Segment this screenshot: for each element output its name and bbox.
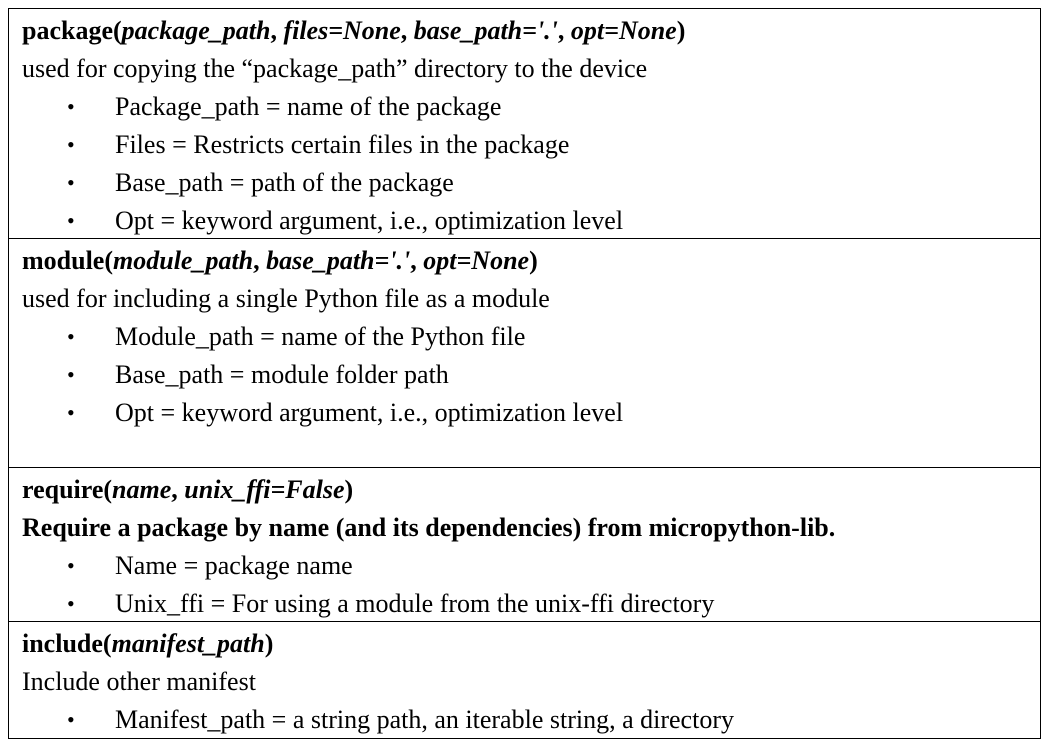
list-item: • Opt = keyword argument, i.e., optimizat…	[22, 394, 1040, 432]
function-signature: require(name, unix_ffi=False)	[22, 471, 1040, 509]
list-item: • Module_path = name of the Python file	[22, 318, 1040, 356]
signature-open-paren: (	[103, 475, 113, 504]
signature-close-paren: )	[676, 16, 686, 45]
function-description: Require a package by name (and its depen…	[22, 513, 836, 542]
signature-close-paren: )	[264, 629, 274, 658]
signature-separator: ,	[557, 16, 571, 45]
bullet-icon: •	[67, 170, 75, 195]
signature-arg: manifest_path	[111, 629, 265, 658]
function-name: package	[22, 16, 113, 45]
parameter-list: • Module_path = name of the Python file •…	[22, 318, 1040, 432]
list-item: • Manifest_path = a string path, an itera…	[22, 701, 1040, 739]
function-name: module	[22, 246, 105, 275]
list-item: • Files = Restricts certain files in the …	[22, 126, 1040, 164]
list-item: • Base_path = module folder path	[22, 356, 1040, 394]
function-signature: include(manifest_path)	[22, 625, 1040, 663]
parameter-text: Opt = keyword argument, i.e., optimizati…	[115, 398, 624, 427]
parameter-text: Package_path = name of the package	[115, 92, 502, 121]
bullet-icon: •	[67, 94, 75, 119]
table-row-require: require(name, unix_ffi=False) Require a …	[9, 468, 1040, 622]
signature-separator: ,	[253, 246, 267, 275]
list-item: • Unix_ffi = For using a module from the …	[22, 585, 1040, 623]
signature-separator: ,	[270, 16, 284, 45]
function-signature: module(module_path, base_path='.', opt=N…	[22, 242, 1040, 280]
signature-arg: opt=None	[570, 16, 677, 45]
signature-open-paren: (	[104, 246, 114, 275]
table-row-module: module(module_path, base_path='.', opt=N…	[9, 239, 1040, 468]
signature-separator: ,	[400, 16, 414, 45]
parameter-list: • Name = package name • Unix_ffi = For usi…	[22, 547, 1040, 623]
parameter-text: Base_path = module folder path	[115, 360, 449, 389]
function-description: used for copying the “package_path” dire…	[22, 54, 648, 83]
parameter-text: Base_path = path of the package	[115, 168, 454, 197]
bullet-icon: •	[67, 707, 75, 732]
bullet-icon: •	[67, 208, 75, 233]
list-item: • Package_path = name of the package	[22, 88, 1040, 126]
parameter-text: Opt = keyword argument, i.e., optimizati…	[115, 206, 624, 235]
bullet-icon: •	[67, 362, 75, 387]
bullet-icon: •	[67, 324, 75, 349]
function-name: require	[22, 475, 104, 504]
signature-arg: name	[112, 475, 172, 504]
signature-separator: ,	[410, 246, 424, 275]
parameter-list: • Manifest_path = a string path, an itera…	[22, 701, 1040, 739]
bullet-icon: •	[67, 132, 75, 157]
function-description: used for including a single Python file …	[22, 284, 550, 313]
signature-close-paren: )	[344, 475, 354, 504]
signature-arg: opt=None	[423, 246, 530, 275]
parameter-text: Unix_ffi = For using a module from the u…	[115, 589, 715, 618]
bullet-icon: •	[67, 400, 75, 425]
function-description: Include other manifest	[22, 667, 256, 696]
signature-arg: files=None	[283, 16, 401, 45]
parameter-text: Files = Restricts certain files in the p…	[115, 130, 570, 159]
signature-separator: ,	[171, 475, 185, 504]
signature-arg: package_path	[121, 16, 271, 45]
function-name: include	[22, 629, 103, 658]
parameter-list: • Package_path = name of the package • Fil…	[22, 88, 1040, 240]
signature-arg: module_path	[113, 246, 254, 275]
list-item: • Opt = keyword argument, i.e., optimizat…	[22, 202, 1040, 240]
table-row-package: package(package_path, files=None, base_p…	[9, 9, 1040, 239]
signature-arg: unix_ffi=False	[184, 475, 345, 504]
table-row-include: include(manifest_path) Include other man…	[9, 622, 1040, 738]
signature-open-paren: (	[102, 629, 112, 658]
bullet-icon: •	[67, 553, 75, 578]
parameter-text: Module_path = name of the Python file	[115, 322, 526, 351]
signature-arg: base_path='.'	[413, 16, 558, 45]
list-item: • Name = package name	[22, 547, 1040, 585]
signature-close-paren: )	[529, 246, 538, 275]
parameter-text: Manifest_path = a string path, an iterab…	[115, 705, 734, 734]
signature-open-paren: (	[113, 16, 122, 45]
bullet-icon: •	[67, 591, 75, 616]
parameter-text: Name = package name	[115, 551, 353, 580]
function-signature: package(package_path, files=None, base_p…	[22, 12, 1040, 50]
signature-arg: base_path='.'	[266, 246, 411, 275]
list-item: • Base_path = path of the package	[22, 164, 1040, 202]
function-reference-table: package(package_path, files=None, base_p…	[8, 8, 1041, 739]
